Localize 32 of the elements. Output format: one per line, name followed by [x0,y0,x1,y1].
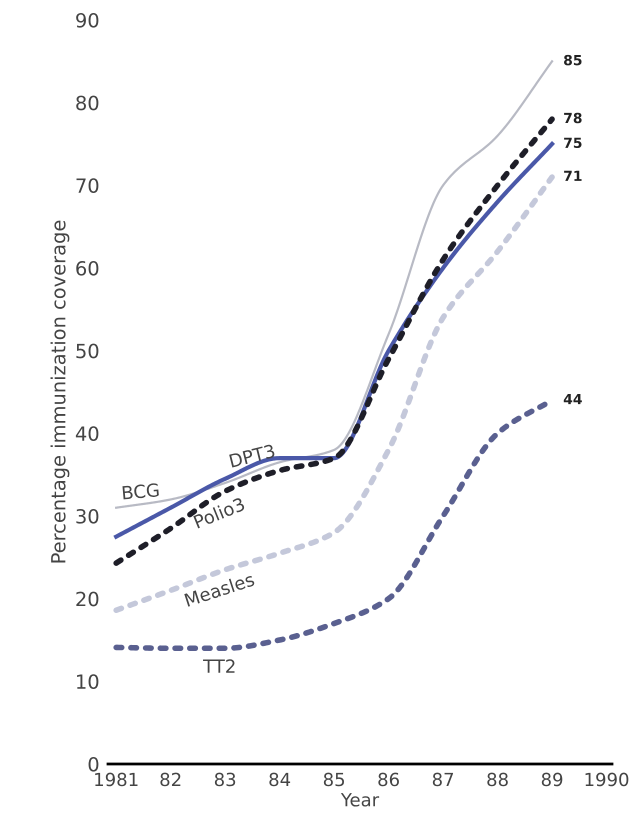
y-tick-label: 90 [76,12,98,28]
text: Polio3 [193,496,246,529]
text: DPT3 [229,444,276,468]
y-tick-label: 80 [76,96,98,110]
x-tick-label: 85 [324,772,344,786]
x-axis-title: Year [340,793,380,807]
x-tick-label: 82 [160,772,180,786]
series-label: TT2 [203,659,235,673]
y-tick-label: 50 [76,344,98,358]
y-tick-label: 20 [76,592,98,606]
y-axis-title: Percentage immunization coverage [50,220,70,562]
x-tick-label: 87 [432,772,454,786]
data-label: 71 [564,170,582,181]
x-tick-label: 88 [487,772,508,786]
x-tick-label: 1990 [586,772,628,786]
x-tick-label: 89 [542,772,562,786]
y-tick-label: 60 [76,260,98,276]
y-tick-label: 70 [76,178,98,193]
data-label: 44 [564,394,582,404]
x-tick-label: 84 [269,772,290,786]
x-tick-label: 86 [378,772,399,786]
y-tick-label: 40 [76,426,98,441]
x-tick-label: 83 [214,772,236,786]
y-tick-label: 30 [76,508,98,524]
series-label: BCG [122,482,159,500]
y-tick-label: 10 [77,674,98,689]
data-label: 75 [564,138,582,148]
y-tick-label: 0 [88,756,98,772]
data-label: 85 [564,54,582,66]
text: Measles [184,572,256,607]
x-tick-label: 1981 [95,772,138,786]
data-label: 78 [564,112,582,124]
